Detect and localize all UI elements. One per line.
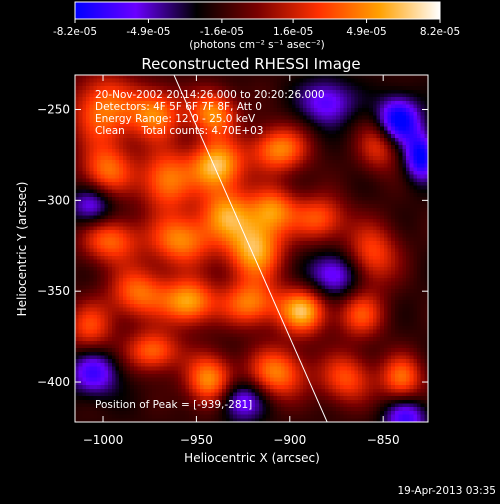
energy-range-text: Energy Range: 12.0 - 25.0 keV bbox=[95, 113, 256, 125]
x-tick-label: −950 bbox=[180, 433, 213, 447]
generation-date: 19-Apr-2013 03:35 bbox=[397, 485, 496, 497]
y-axis-label: Heliocentric Y (arcsec) bbox=[15, 182, 29, 317]
x-tick-label: −850 bbox=[367, 433, 400, 447]
colorbar-tick-label: -4.9e-05 bbox=[126, 26, 170, 38]
colorbar-tick-label: -8.2e-05 bbox=[53, 26, 97, 38]
y-tick-label: −400 bbox=[37, 375, 70, 389]
colorbar-units-label: (photons cm⁻² s⁻¹ asec⁻²) bbox=[189, 39, 324, 51]
colorbar-tick-label: -1.6e-05 bbox=[200, 26, 244, 38]
colorbar-tick-label: 4.9e-05 bbox=[346, 26, 386, 38]
colorbar bbox=[74, 1, 441, 20]
plot-frame bbox=[74, 74, 429, 423]
x-axis: −1000 −950 −900 −850 bbox=[83, 75, 400, 447]
heatmap-image bbox=[75, 75, 428, 422]
y-tick-label: −350 bbox=[37, 284, 70, 298]
y-axis: −250 −300 −350 −400 bbox=[37, 103, 428, 389]
x-tick-label: −1000 bbox=[83, 433, 124, 447]
annotation-block: 20-Nov-2002 20:14:26.000 to 20:20:26.000… bbox=[95, 89, 325, 411]
time-range-text: 20-Nov-2002 20:14:26.000 to 20:20:26.000 bbox=[95, 89, 325, 101]
colorbar-tick-label: 8.2e-05 bbox=[420, 26, 460, 38]
solar-limb-line bbox=[173, 75, 328, 422]
colorbar-tick-label: 1.6e-05 bbox=[273, 26, 313, 38]
y-tick-label: −300 bbox=[37, 193, 70, 207]
x-tick-label: −900 bbox=[273, 433, 306, 447]
peak-position-text: Position of Peak = [-939,-281] bbox=[95, 399, 252, 411]
y-tick-label: −250 bbox=[37, 103, 70, 117]
detectors-text: Detectors: 4F 5F 6F 7F 8F, Att 0 bbox=[95, 101, 262, 113]
chart-title: Reconstructed RHESSI Image bbox=[141, 55, 360, 73]
x-axis-label: Heliocentric X (arcsec) bbox=[184, 451, 320, 465]
clean-counts-text: Clean Total counts: 4.70E+03 bbox=[95, 125, 264, 137]
colorbar-ticks: -8.2e-05 -4.9e-05 -1.6e-05 1.6e-05 4.9e-05 8.… bbox=[53, 19, 460, 38]
